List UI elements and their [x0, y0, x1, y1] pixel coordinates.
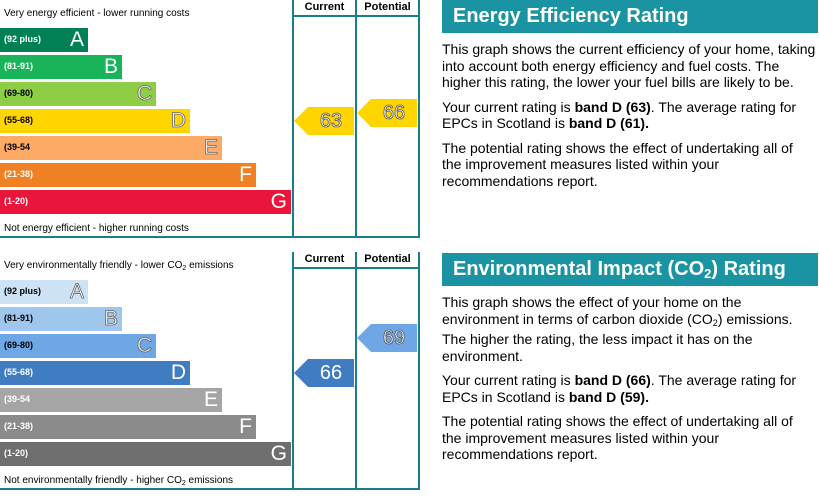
environmental-impact-chart: Current Potential Very environmentally f…	[0, 252, 420, 490]
rating-band-c: (69-80) C	[0, 82, 156, 106]
band-letter: F	[239, 163, 252, 186]
band-letter: A	[69, 280, 85, 304]
band-range-label: (69-80)	[4, 340, 34, 350]
panel-paragraph-1: This graph shows the current efficiency …	[442, 41, 816, 90]
potential-rating-arrow: 66	[357, 99, 417, 127]
current-column-divider	[292, 252, 294, 490]
band-range-label: (39-54	[4, 142, 31, 152]
band-range-label: (39-54	[4, 394, 31, 404]
rating-band-g: (1-20) G	[0, 190, 291, 214]
panel-paragraph-3: The potential rating shows the effect of…	[442, 413, 793, 462]
energy-efficiency-chart: Current Potential Very energy efficient …	[0, 0, 420, 238]
band-range-label: (55-68)	[4, 367, 34, 377]
band-range-label: (1-20)	[4, 448, 29, 458]
bottom-note: Not environmentally friendly - higher CO…	[4, 475, 234, 487]
rating-value: 63	[319, 110, 343, 133]
panel-paragraph-1: This graph shows the effect of your home…	[442, 294, 793, 364]
rating-band-b: (81-91) B	[0, 307, 122, 331]
top-note: Very energy efficient - lower running co…	[4, 8, 190, 19]
rating-band-e: (39-54 E	[0, 136, 222, 160]
environmental-impact-panel: Environmental Impact (CO2) Rating This g…	[442, 253, 818, 463]
rating-band-d: (55-68) D	[0, 361, 190, 385]
band-range-label: (21-38)	[4, 169, 34, 179]
panel-paragraph-3: The potential rating shows the effect of…	[442, 139, 793, 189]
band-letter: E	[203, 136, 219, 160]
rating-band-f: (21-38) F	[0, 163, 256, 187]
current-rating-arrow: 66	[294, 359, 354, 387]
band-letter: G	[270, 442, 287, 465]
potential-column-header: Potential	[364, 1, 411, 13]
band-range-label: (81-91)	[4, 313, 34, 323]
rating-band-c: (69-80) C	[0, 334, 156, 358]
band-range-label: (92 plus)	[4, 286, 42, 296]
current-column-header: Current	[304, 1, 345, 13]
band-letter: B	[103, 307, 119, 331]
current-rating-arrow: 63	[294, 107, 354, 135]
chart-frame	[0, 0, 420, 238]
bottom-note: Not energy efficient - higher running co…	[4, 223, 189, 234]
rating-band-g: (1-20) G	[0, 442, 291, 466]
band-letter: E	[203, 388, 218, 411]
panel-paragraph-2: Your current rating is band D (63). The …	[442, 98, 797, 132]
rating-band-e: (39-54 E	[0, 388, 222, 412]
band-letter: G	[270, 190, 287, 213]
potential-rating-arrow: 69	[357, 324, 417, 352]
band-range-label: (55-68)	[4, 115, 34, 125]
column-header-rule	[292, 267, 420, 269]
potential-column-divider	[355, 0, 357, 238]
rating-band-b: (81-91) B	[0, 55, 122, 79]
rating-band-a: (92 plus) A	[0, 280, 88, 304]
band-letter: C	[136, 82, 152, 106]
band-letter: C	[136, 334, 152, 358]
panel-paragraph-2: Your current rating is band D (66). The …	[442, 372, 797, 405]
current-column-divider	[292, 0, 294, 238]
panel-title: Environmental Impact (CO2) Rating	[442, 253, 818, 286]
band-range-label: (21-38)	[4, 421, 34, 431]
potential-column-divider	[355, 252, 357, 490]
rating-band-a: (92 plus) A	[0, 28, 88, 52]
rating-band-d: (55-68) D	[0, 109, 190, 133]
energy-efficiency-panel: Energy Efficiency Rating This graph show…	[442, 0, 818, 189]
rating-value: 66	[319, 362, 343, 384]
band-letter: D	[170, 361, 186, 384]
band-letter: F	[239, 415, 252, 438]
potential-column-header: Potential	[364, 253, 411, 265]
rating-value: 69	[382, 327, 406, 350]
top-note: Very environmentally friendly - lower CO…	[4, 260, 234, 272]
band-range-label: (69-80)	[4, 88, 34, 98]
rating-band-f: (21-38) F	[0, 415, 256, 439]
band-range-label: (81-91)	[4, 61, 34, 71]
band-range-label: (92 plus)	[4, 34, 42, 44]
rating-value: 66	[382, 102, 406, 125]
band-letter: A	[69, 28, 84, 51]
band-letter: B	[103, 55, 118, 78]
column-header-rule	[292, 15, 420, 17]
chart-frame	[0, 252, 420, 490]
panel-title: Energy Efficiency Rating	[442, 0, 818, 33]
band-range-label: (1-20)	[4, 196, 29, 206]
current-column-header: Current	[304, 253, 345, 265]
band-letter: D	[170, 109, 186, 133]
